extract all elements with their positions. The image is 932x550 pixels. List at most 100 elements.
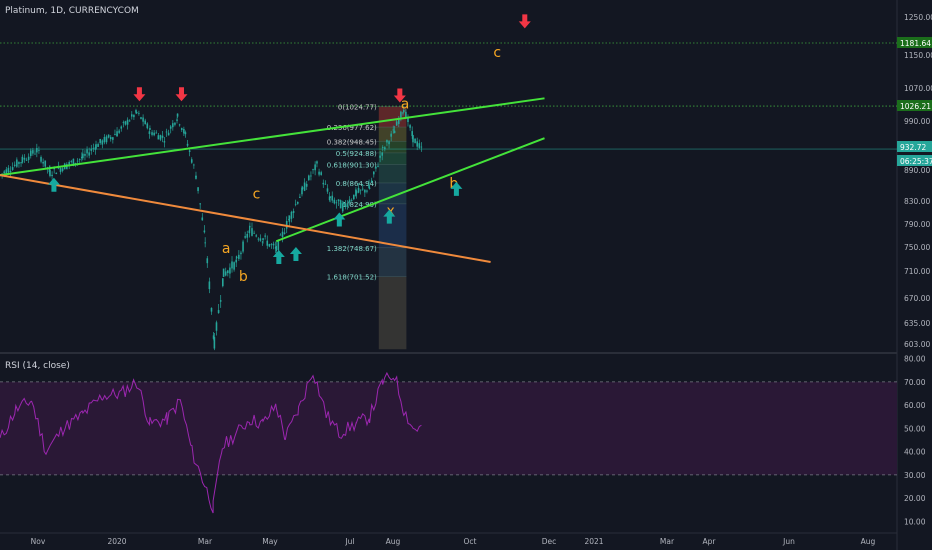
- candle-body: [86, 149, 88, 154]
- candle-body: [142, 117, 144, 122]
- candle-body: [101, 140, 104, 145]
- candle-body: [400, 111, 402, 118]
- candle-body: [414, 138, 416, 144]
- time-tick-label: May: [262, 537, 278, 546]
- candle-body: [51, 174, 53, 177]
- candle-body: [303, 182, 306, 191]
- candle-body: [180, 128, 183, 130]
- candle-body: [208, 281, 211, 290]
- fib-zone: [378, 276, 407, 350]
- candle-body: [222, 268, 225, 277]
- fib-level-label: 0.382(948.45): [327, 138, 377, 146]
- down-arrow-icon: [518, 14, 531, 29]
- up-arrow-icon: [383, 209, 396, 224]
- candle-body: [288, 215, 291, 222]
- fib-level-label: 1.618(701.52): [327, 274, 377, 282]
- fib-level-label: 0.236(977.62): [327, 124, 377, 132]
- candle-body: [25, 159, 28, 161]
- candle-body: [393, 130, 396, 134]
- candle-body: [59, 167, 62, 172]
- candle-body: [11, 167, 14, 170]
- candle-body: [5, 169, 8, 175]
- candle-body: [301, 187, 303, 195]
- candle-body: [130, 114, 133, 117]
- price-label-text: 1026.21: [900, 102, 931, 111]
- candle-body: [320, 172, 322, 175]
- fib-level-label: 0.618(901.30): [327, 161, 377, 169]
- candle-body: [222, 278, 224, 287]
- candle-body: [88, 152, 90, 156]
- candle-body: [272, 243, 275, 246]
- candle-body: [395, 121, 398, 126]
- candle-body: [368, 187, 371, 189]
- candle-body: [217, 310, 220, 314]
- candle-body: [388, 141, 390, 145]
- rsi-tick-label: 60.00: [904, 401, 926, 410]
- candle-body: [235, 259, 238, 263]
- candle-body: [40, 156, 42, 162]
- candle-body: [402, 109, 405, 113]
- candle-body: [126, 119, 129, 125]
- price-label-box: [897, 37, 932, 48]
- trend-line: [0, 174, 491, 263]
- candle-body: [314, 164, 316, 171]
- candle-body: [34, 153, 36, 155]
- rsi-tick-label: 20.00: [904, 494, 926, 503]
- candle-body: [120, 126, 123, 129]
- candle-body: [161, 135, 164, 138]
- candle-body: [13, 164, 16, 166]
- candle-body: [233, 262, 235, 270]
- candle-body: [337, 199, 340, 202]
- candle-body: [190, 159, 193, 163]
- candle-body: [366, 190, 368, 192]
- trend-line: [275, 137, 545, 243]
- candle-body: [324, 183, 327, 185]
- fibonacci-retracement[interactable]: 0(1024.77) 0.236(977.62) 0.382(948.45) 0.5(…: [327, 104, 407, 350]
- candle-body: [266, 240, 269, 246]
- candle-body: [231, 261, 233, 269]
- price-label-box: [897, 141, 932, 152]
- time-tick-label: Nov: [31, 537, 46, 546]
- price-tick-label: 750.00: [904, 243, 930, 252]
- candle-body: [342, 202, 345, 205]
- horizontal-levels[interactable]: 1181.64 1026.21 932.72 06:25:37: [0, 37, 932, 166]
- rsi-tick-label: 70.00: [904, 378, 926, 387]
- candle-body: [95, 144, 97, 149]
- candle-body: [203, 230, 206, 233]
- candle-body: [283, 232, 286, 234]
- price-label-box: [897, 100, 932, 111]
- annotations: abcaxbc: [47, 14, 531, 285]
- candle-body: [68, 162, 70, 165]
- candle-body: [292, 211, 295, 213]
- up-arrow-icon: [47, 177, 60, 192]
- rsi-tick-label: 30.00: [904, 471, 926, 480]
- candle-body: [240, 252, 242, 255]
- chart-title: Platinum, 1D, CURRENCYCOM: [5, 6, 139, 16]
- candle-body: [290, 211, 293, 219]
- candle-body: [386, 140, 388, 143]
- candle-body: [381, 152, 384, 156]
- candle-body: [409, 125, 411, 128]
- candle-body: [97, 144, 99, 147]
- candle-body: [301, 187, 304, 190]
- candle-body: [379, 155, 381, 158]
- candle-body: [61, 168, 64, 171]
- candle-body: [197, 187, 199, 192]
- candle-body: [193, 164, 195, 166]
- price-label-text: 932.72: [900, 143, 926, 152]
- fib-level-label: 0.8(864.94): [336, 180, 377, 188]
- candle-body: [124, 121, 127, 125]
- trend-lines[interactable]: [0, 97, 545, 263]
- candle-body: [244, 236, 246, 238]
- candle-body: [159, 135, 162, 140]
- candle-body: [82, 153, 84, 159]
- candle-body: [333, 199, 336, 204]
- candle-body: [392, 129, 395, 131]
- rsi-indicator: [0, 371, 897, 514]
- candle-body: [186, 143, 189, 146]
- candle-body: [18, 162, 20, 164]
- candle-body: [195, 176, 197, 178]
- candle-body: [355, 191, 358, 194]
- candle-body: [109, 137, 112, 140]
